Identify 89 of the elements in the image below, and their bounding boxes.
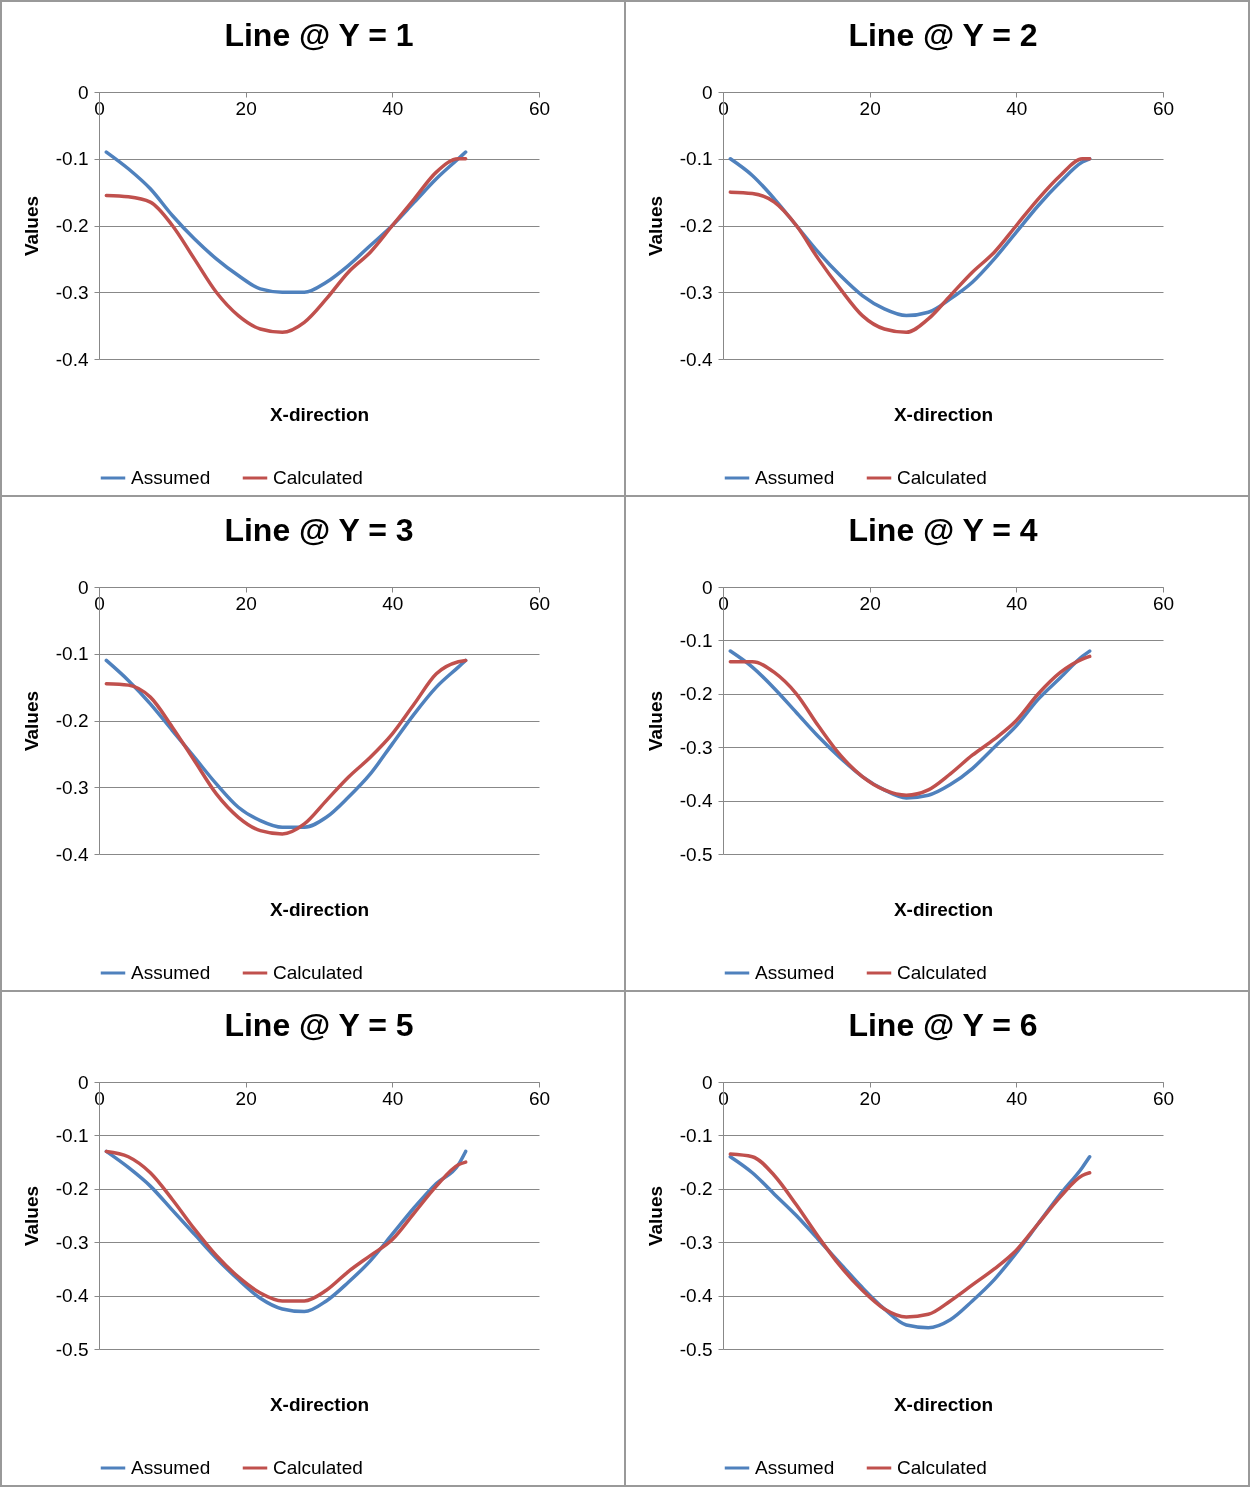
x-tick-label: 20 [859, 592, 881, 614]
legend-label: Assumed [755, 1457, 835, 1478]
y-tick-label: -0.3 [55, 281, 89, 303]
x-tick-label: 60 [528, 1087, 551, 1109]
y-tick-label: -0.5 [55, 1338, 89, 1360]
x-tick-label: 0 [94, 1087, 105, 1109]
y-tick-label: 0 [77, 81, 89, 103]
y-tick-label: -0.4 [679, 790, 713, 812]
chart-title: Line @ Y = 2 [848, 17, 1038, 53]
legend-label: Calculated [897, 962, 987, 983]
y-tick-label: -0.3 [679, 736, 713, 758]
x-tick-label: 20 [235, 1087, 257, 1109]
y-axis-title: Values [20, 1185, 42, 1247]
y-tick-label: 0 [701, 576, 713, 598]
y-tick-label: -0.1 [55, 148, 89, 170]
y-tick-label: -0.1 [679, 148, 713, 170]
y-tick-label: -0.4 [55, 1285, 89, 1307]
legend-label: Assumed [131, 467, 211, 488]
y-tick-label: -0.2 [679, 215, 713, 236]
legend-label: Assumed [131, 1457, 211, 1478]
y-axis-title: Values [644, 195, 666, 257]
y-tick-label: -0.2 [679, 683, 713, 705]
y-tick-label: -0.2 [55, 710, 89, 731]
y-tick-label: -0.2 [679, 1178, 713, 1200]
y-tick-label: -0.4 [679, 348, 713, 370]
x-axis-title: X-direction [269, 403, 370, 425]
y-tick-label: -0.3 [55, 1231, 89, 1253]
x-axis-title: X-direction [893, 1393, 994, 1415]
x-tick-label: 40 [1006, 97, 1028, 119]
y-axis-title: Values [644, 1185, 666, 1247]
y-tick-label: -0.4 [55, 348, 89, 370]
line-series [104, 157, 468, 335]
x-tick-label: 60 [1152, 592, 1175, 614]
chart-title: Line @ Y = 1 [224, 17, 414, 53]
x-tick-label: 20 [235, 592, 257, 614]
y-axis-title: Values [20, 195, 42, 257]
x-tick-label: 0 [94, 97, 105, 119]
legend-label: Calculated [273, 1457, 363, 1478]
y-tick-label: -0.1 [679, 629, 713, 651]
x-tick-label: 20 [859, 1087, 881, 1109]
y-tick-label: -0.1 [679, 1124, 713, 1146]
x-tick-label: 40 [382, 592, 404, 614]
line-series [104, 150, 468, 294]
x-tick-label: 40 [382, 97, 404, 119]
y-tick-label: -0.3 [679, 1231, 713, 1253]
y-tick-label: -0.5 [679, 1338, 713, 1360]
y-tick-label: -0.1 [55, 1124, 89, 1146]
legend-label: Calculated [897, 1457, 987, 1478]
y-axis-title: Values [20, 690, 42, 752]
y-tick-label: -0.4 [679, 1285, 713, 1307]
chart-title: Line @ Y = 3 [224, 512, 414, 548]
chart-title: Line @ Y = 4 [848, 512, 1038, 548]
y-tick-label: -0.4 [55, 843, 89, 865]
x-axis-title: X-direction [893, 898, 994, 920]
chart-title: Line @ Y = 5 [224, 1007, 414, 1043]
x-tick-label: 20 [859, 97, 881, 119]
x-tick-label: 40 [1006, 1087, 1028, 1109]
x-axis-title: X-direction [893, 403, 994, 425]
y-tick-label: 0 [77, 1071, 89, 1093]
y-tick-label: -0.3 [55, 776, 89, 798]
y-tick-label: -0.1 [55, 643, 89, 665]
legend-label: Calculated [273, 962, 363, 983]
x-tick-label: 0 [718, 1087, 729, 1109]
x-tick-label: 60 [528, 592, 551, 614]
y-tick-label: 0 [77, 576, 89, 598]
chart-title: Line @ Y = 6 [848, 1007, 1038, 1043]
y-tick-label: -0.2 [55, 215, 89, 236]
x-tick-label: 0 [94, 592, 105, 614]
x-tick-label: 60 [528, 97, 551, 119]
legend-label: Assumed [755, 962, 835, 983]
x-axis-title: X-direction [269, 1393, 370, 1415]
legend-label: Assumed [131, 962, 211, 983]
legend-label: Calculated [897, 467, 987, 488]
x-tick-label: 20 [235, 97, 257, 119]
x-tick-label: 40 [382, 1087, 404, 1109]
x-tick-label: 60 [1152, 1087, 1175, 1109]
y-tick-label: -0.5 [679, 843, 713, 865]
y-axis-title: Values [644, 690, 666, 752]
legend-label: Assumed [755, 467, 835, 488]
x-tick-label: 40 [1006, 592, 1028, 614]
x-tick-label: 0 [718, 592, 729, 614]
legend-label: Calculated [273, 467, 363, 488]
y-tick-label: -0.3 [679, 281, 713, 303]
y-tick-label: -0.2 [55, 1178, 89, 1200]
x-tick-label: 0 [718, 97, 729, 119]
x-tick-label: 60 [1152, 97, 1175, 119]
x-axis-title: X-direction [269, 898, 370, 920]
y-tick-label: 0 [701, 1071, 713, 1093]
y-tick-label: 0 [701, 81, 713, 103]
